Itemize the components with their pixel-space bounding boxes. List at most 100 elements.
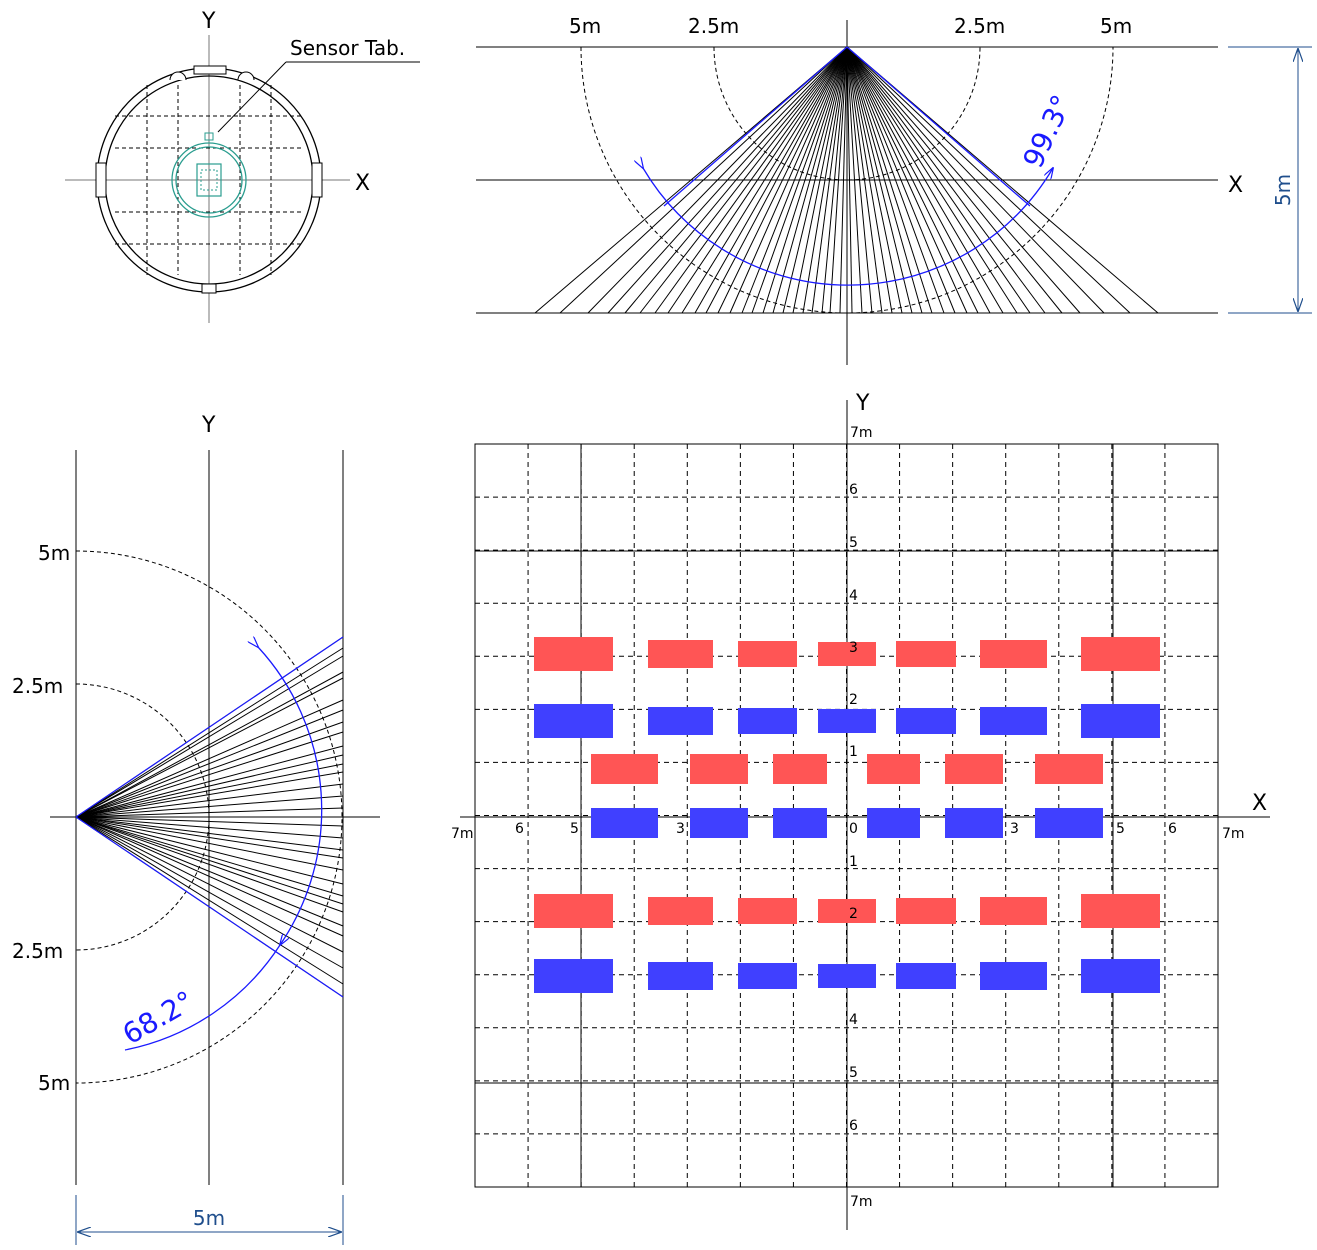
side-ray	[639, 46, 848, 314]
red-detection-zone	[738, 898, 797, 924]
red-detection-zone	[648, 897, 713, 925]
side-ray	[846, 46, 933, 314]
floor-y-tick-4-top: 4	[849, 588, 858, 604]
floor-x-tick-6-left: 6	[515, 821, 524, 837]
front-ray	[75, 816, 344, 897]
blue-detection-zone	[980, 962, 1047, 990]
side-arc-2-5m	[713, 46, 981, 181]
side-ray	[846, 46, 1081, 314]
front-label-5m-bottom: 5m	[38, 1071, 70, 1095]
side-ray	[654, 46, 848, 314]
side-ray	[846, 46, 1105, 314]
front-ray	[75, 816, 344, 851]
floor-map: Y X 7m 6 5 3 0 3 5 6 7m 7m 6 5 4 3 2 1 1…	[451, 391, 1270, 1230]
side-label-5m-right: 5m	[1100, 14, 1132, 38]
floor-y-tick-1-top: 1	[849, 744, 858, 760]
front-ray	[75, 816, 344, 927]
blue-detection-zone	[818, 964, 876, 988]
front-width-dim: 5m	[193, 1206, 225, 1230]
front-ray	[75, 795, 344, 818]
side-ray	[846, 46, 923, 314]
side-ray	[846, 46, 991, 314]
floor-y-tick-5-bottom: 5	[849, 1065, 858, 1081]
floor-x-tick-7m-right: 7m	[1222, 826, 1245, 842]
front-ray	[75, 771, 344, 818]
floor-x-tick-3-left: 3	[676, 821, 685, 837]
side-label-5m-left: 5m	[569, 14, 601, 38]
sensor-top-view: Sensor Tab. Y X	[65, 9, 420, 323]
red-detection-zone	[980, 897, 1047, 925]
red-detection-zone	[690, 754, 748, 784]
red-detection-zone	[591, 754, 658, 784]
blue-detection-zone	[1081, 959, 1160, 993]
blue-detection-zone	[648, 707, 713, 735]
red-detection-zone	[1035, 754, 1103, 784]
side-height-dim: 5m	[1271, 174, 1295, 206]
side-label-2-5m-left: 2.5m	[688, 14, 739, 38]
side-ray	[846, 46, 968, 314]
side-ray	[846, 46, 1031, 314]
side-ray	[846, 46, 913, 314]
floor-y-tick-1-bottom: 1	[849, 854, 858, 870]
blue-detection-zone	[1081, 704, 1160, 738]
floor-x-tick-3-right: 3	[1010, 821, 1019, 837]
front-axis-y: Y	[201, 413, 216, 438]
side-ray	[846, 46, 883, 314]
side-view: 5m 2.5m 2.5m 5m X 99.3° 5m	[476, 14, 1312, 365]
side-ray	[821, 46, 848, 314]
blue-detection-zone	[591, 808, 658, 838]
red-detection-zone	[1081, 637, 1160, 671]
front-angle-arc-lower	[124, 945, 280, 1051]
side-ray	[846, 46, 979, 314]
red-detection-zone	[773, 754, 827, 784]
side-ray	[846, 46, 1046, 314]
front-label-2-5m-bottom: 2.5m	[12, 939, 63, 963]
side-ray	[782, 46, 848, 314]
side-label-2-5m-right: 2.5m	[954, 14, 1005, 38]
blue-detection-zone	[648, 962, 713, 990]
side-ray	[846, 46, 1063, 314]
front-ray	[75, 677, 344, 818]
floor-x-tick-0: 0	[849, 821, 858, 837]
side-ray	[607, 46, 848, 314]
side-ray	[694, 46, 848, 314]
side-ray	[846, 46, 863, 314]
front-ray	[75, 754, 344, 818]
front-view: Y 5m 2.5m 2.5m 5m 68.2° 5m	[12, 413, 380, 1245]
floor-axis-x: X	[1252, 791, 1267, 816]
sensor-lens-outer	[171, 142, 247, 218]
side-ray	[811, 46, 848, 314]
blue-detection-zone	[896, 708, 956, 734]
front-ray	[75, 699, 344, 818]
floor-x-tick-5-left: 5	[570, 821, 579, 837]
side-ray	[624, 46, 848, 314]
side-ray	[846, 46, 903, 314]
blue-detection-zone	[773, 808, 827, 838]
red-detection-zone	[738, 641, 797, 667]
side-ray	[729, 46, 848, 314]
side-ray	[802, 46, 848, 314]
blue-detection-zone	[896, 963, 956, 989]
front-arc-2-5m	[75, 683, 210, 951]
floor-y-tick-7m-top: 7m	[850, 425, 873, 441]
side-ray	[846, 46, 873, 314]
red-detection-zone	[867, 754, 920, 784]
floor-y-tick-2-top: 2	[849, 692, 858, 708]
front-ray	[75, 816, 344, 953]
front-label-2-5m-top: 2.5m	[12, 674, 63, 698]
sensor-axis-y: Y	[201, 9, 216, 34]
floor-x-tick-5-right: 5	[1116, 821, 1125, 837]
front-ray	[75, 709, 344, 818]
floor-y-tick-6-bottom: 6	[849, 1118, 858, 1134]
floor-y-tick-2-bottom: 2	[849, 906, 858, 922]
floor-y-tick-5-top: 5	[849, 535, 858, 551]
side-axis-x: X	[1228, 173, 1243, 198]
side-ray	[762, 46, 848, 314]
side-ray	[846, 46, 1018, 314]
side-angle-label: 99.3°	[1016, 90, 1078, 173]
front-ray	[75, 671, 344, 818]
red-detection-zone	[534, 637, 613, 671]
front-ray	[75, 816, 344, 985]
side-ray	[681, 46, 848, 314]
side-ray	[846, 46, 1004, 314]
